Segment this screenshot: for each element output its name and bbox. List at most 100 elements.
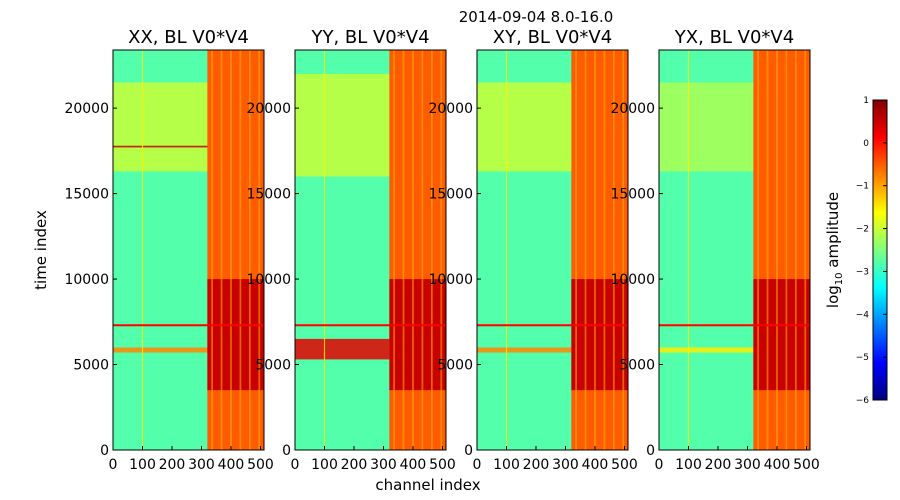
x-tick-label: 200 [705, 457, 732, 473]
heatmap-band-stripe [785, 50, 788, 450]
colorbar-label: log10 amplitude [824, 192, 845, 308]
heatmap-horizontal-feature [113, 145, 264, 148]
y-tick-label: 10000 [428, 272, 473, 288]
heatmap-vertical-feature [687, 50, 690, 450]
y-tick-label: 15000 [64, 187, 109, 203]
heatmap-panel-4: YX, BL V0*V40 100 200 300 400 500050001000015… [610, 27, 819, 473]
heatmap-band-stripe [622, 50, 625, 450]
heatmap-panel-3: XY, BL V0*V40 100 200 300 400 500050001000015… [428, 27, 637, 473]
heatmap-band-stripe [440, 50, 443, 450]
y-tick-label: 0 [646, 443, 655, 459]
panel-title: YX, BL V0*V4 [674, 27, 794, 48]
heatmap-band-stripe [612, 50, 615, 450]
panel-title: XY, BL V0*V4 [493, 27, 612, 48]
heatmap-channel-band-core [753, 279, 810, 391]
y-tick-label: 15000 [246, 187, 291, 203]
heatmap-band-stripe [412, 50, 414, 450]
x-axis-label: channel index [375, 476, 480, 494]
y-tick-label: 10000 [64, 272, 109, 288]
y-tick-label: 15000 [428, 187, 473, 203]
colorbar-tick-label: −6 [856, 396, 870, 406]
panel-title: XX, BL V0*V4 [128, 27, 249, 48]
heatmap-band-stripe [393, 50, 395, 450]
colorbar-tick-label: −3 [856, 267, 869, 277]
x-tick-label: 400 [400, 457, 427, 473]
x-tick-label: 100 [129, 457, 156, 473]
heatmap-horizontal-feature [477, 347, 628, 353]
x-tick-label: 300 [370, 457, 397, 473]
y-tick-label: 5000 [255, 358, 291, 374]
y-tick-label: 5000 [437, 358, 473, 374]
colorbar-label-suffix: amplitude [824, 192, 842, 273]
colorbar-tick-label: −1 [856, 182, 869, 192]
y-tick-label: 15000 [610, 187, 655, 203]
x-tick-label: 300 [552, 457, 579, 473]
heatmap-vertical-feature [141, 50, 144, 450]
x-tick-label: 100 [311, 457, 338, 473]
heatmap-band-stripe [421, 50, 424, 450]
heatmap-band-stripe [575, 50, 577, 450]
heatmap-frame [294, 49, 447, 451]
colorbar-tick-label: −2 [856, 225, 869, 235]
colorbar-tick-label: 0 [863, 139, 869, 149]
heatmap-band-stripe [804, 50, 807, 450]
heatmap-band-stripe [258, 50, 261, 450]
heatmap-band-stripe [794, 50, 797, 450]
heatmap-band-stripe [603, 50, 606, 450]
heatmap-band-stripe [239, 50, 242, 450]
heatmap-horizontal-feature [659, 347, 810, 353]
heatmap-band-stripe [776, 50, 778, 450]
x-tick-label: 500 [793, 457, 820, 473]
y-tick-label: 0 [282, 443, 291, 459]
y-tick-label: 20000 [428, 101, 473, 117]
colorbar-label-prefix: log [824, 285, 842, 308]
heatmap-band-stripe [584, 50, 587, 450]
heatmap-panels: XX, BL V0*V40 100 200 300 400 500050001000015… [64, 27, 819, 473]
heatmap-vertical-feature [323, 50, 326, 450]
x-tick-label: 500 [611, 457, 638, 473]
x-tick-label: 500 [247, 457, 274, 473]
x-tick-label: 0 [655, 457, 664, 473]
colorbar: 10−1−2−3−4−5−6 log10 amplitude [824, 96, 888, 406]
heatmap-frame [658, 49, 811, 451]
x-tick-label: 100 [493, 457, 520, 473]
heatmap-band-stripe [402, 50, 405, 450]
heatmap-band-stripe [757, 50, 759, 450]
heatmap-band-stripe [211, 50, 213, 450]
heatmap-frame [476, 49, 629, 451]
y-tick-label: 10000 [610, 272, 655, 288]
x-tick-label: 400 [764, 457, 791, 473]
heatmap-horizontal-feature [113, 347, 264, 353]
colorbar-gradient [872, 99, 888, 401]
heatmap-panel-2: YY, BL V0*V40 100 200 300 400 500050001000015… [246, 27, 455, 473]
colorbar-ticks: 1 0 −1 −2 −3 −4 −5 −6 [856, 96, 887, 406]
x-tick-label: 400 [582, 457, 609, 473]
x-tick-label: 400 [218, 457, 245, 473]
y-tick-label: 10000 [246, 272, 291, 288]
heatmap-band-stripe [230, 50, 232, 450]
x-tick-label: 200 [159, 457, 186, 473]
x-tick-label: 0 [473, 457, 482, 473]
x-tick-label: 0 [291, 457, 300, 473]
heatmap-channel-band-core [571, 279, 628, 391]
y-tick-label: 0 [100, 443, 109, 459]
x-tick-label: 200 [523, 457, 550, 473]
figure-suptitle: 2014-09-04 8.0-16.0 [459, 8, 614, 26]
heatmap-band-stripe [248, 50, 251, 450]
colorbar-tick-label: −5 [856, 353, 869, 363]
y-tick-label: 20000 [246, 101, 291, 117]
colorbar-tick-label: −4 [856, 310, 870, 320]
y-tick-label: 20000 [610, 101, 655, 117]
heatmap-vertical-feature [505, 50, 508, 450]
y-tick-label: 5000 [73, 358, 109, 374]
y-axis-label: time index [32, 210, 50, 290]
heatmap-band-stripe [220, 50, 223, 450]
heatmap-channel-band-core [389, 279, 446, 391]
x-tick-label: 300 [734, 457, 761, 473]
x-tick-label: 300 [188, 457, 215, 473]
x-tick-label: 100 [675, 457, 702, 473]
x-tick-label: 200 [341, 457, 368, 473]
heatmap-band-stripe [594, 50, 596, 450]
heatmap-channel-band-core [207, 279, 264, 391]
